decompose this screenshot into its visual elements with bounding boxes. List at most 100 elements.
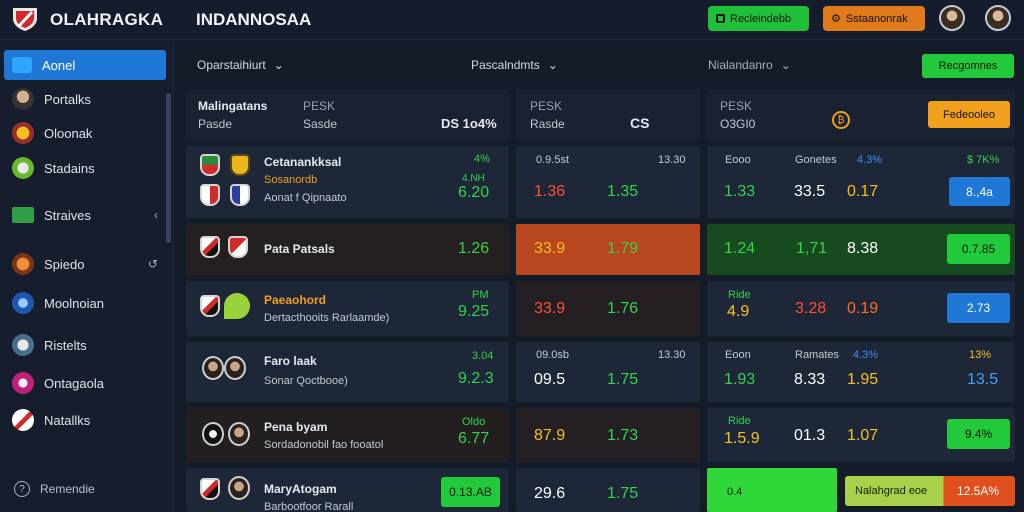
ball-icon (224, 293, 250, 319)
sidebar-item-aonel[interactable]: Aonel (4, 50, 166, 80)
odds-home[interactable]: 87.9 (534, 427, 566, 444)
odds-b[interactable]: 33.5 (794, 183, 826, 200)
refresh-icon[interactable]: ↺ (147, 257, 158, 271)
team-detail: Aonat f Qipnaato (264, 192, 347, 204)
summary-code: PESK (303, 99, 336, 113)
flag-icon (12, 57, 32, 73)
sidebar-item-ontagaola[interactable]: Ontagaola (4, 368, 166, 398)
odds-away[interactable]: 1.35 (607, 183, 639, 200)
odds-b[interactable]: 01.3 (794, 427, 826, 444)
odds-badge[interactable]: 8.,4a (949, 177, 1010, 206)
odds-home[interactable]: 09.5 (534, 371, 566, 388)
odds-a[interactable]: 1.5.9 (724, 430, 760, 447)
sidebar-item-remendie[interactable]: ? Remendie (4, 474, 166, 504)
odds-badge[interactable]: 13.5 (967, 371, 999, 388)
row-mini: 3.04 (472, 350, 494, 362)
sidebar-item-portalks[interactable]: Portalks (4, 84, 166, 114)
sidebar-item-stadains[interactable]: Stadains (4, 153, 166, 183)
odds-away[interactable]: 1.79 (607, 240, 639, 257)
column-filter-2[interactable]: Pascalndmts ⌄ (471, 58, 558, 72)
right-left-value: 0.4 (727, 486, 743, 498)
match-row-2[interactable]: Pata Patsals 1.26 (186, 224, 509, 275)
odds-away[interactable]: 1.75 (607, 485, 639, 502)
odds-a[interactable]: 1.93 (724, 371, 756, 388)
sidebar-item-spiedo[interactable]: Spiedo ↺ (4, 249, 166, 279)
row-main-odds[interactable]: 6.77 (458, 430, 490, 447)
user-avatar[interactable] (985, 5, 1011, 31)
odds-c[interactable]: 1.95 (847, 371, 879, 388)
statistics-button-label: Sstaanonrak (845, 12, 908, 25)
match-row-1[interactable]: Cetanankksal Sosanordb Aonat f Qipnaato … (186, 146, 509, 218)
row-pct: 4% (474, 153, 490, 165)
odds-badge[interactable]: 0.7.85 (947, 234, 1010, 264)
match-right-6-live[interactable]: 0.4 (707, 468, 837, 512)
stadium-icon (12, 253, 34, 275)
match-row-6[interactable]: MaryAtogam Barbootfoor Rarall 0.13.AB (186, 468, 509, 512)
row-main-odds[interactable]: 1.26 (458, 240, 490, 257)
odds-badge[interactable]: 9.4% (947, 419, 1010, 449)
odds-away[interactable]: 1.76 (607, 300, 639, 317)
chevron-down-icon: ⌄ (273, 58, 284, 72)
odds-badge[interactable]: 0.13.AB (441, 477, 500, 507)
team-crest-icon (202, 422, 224, 446)
sidebar-item-natallks[interactable]: Natallks (4, 405, 166, 435)
sidebar-scrollbar[interactable] (166, 93, 171, 243)
odds-c[interactable]: 0.19 (847, 300, 879, 317)
recommend-button[interactable]: Recleindebb (708, 6, 809, 31)
right-head-mid: Ramates (795, 349, 840, 361)
odds-c[interactable]: 8.38 (847, 240, 879, 257)
team-crest-icon (200, 478, 220, 500)
favorite-button[interactable]: Fedeooleo (928, 101, 1010, 128)
match-row-5[interactable]: Pena byam Sordadonobil fao fooatol Oldo … (186, 408, 509, 462)
summary-b-sub: Rasde (530, 117, 565, 131)
notification-avatar[interactable] (939, 5, 965, 31)
help-icon: ? (14, 481, 30, 497)
chevron-left-icon[interactable]: ‹ (154, 208, 158, 222)
app-title: INDANNOSAA (196, 10, 312, 29)
odds-home[interactable]: 1.36 (534, 183, 566, 200)
shield-icon (12, 409, 34, 431)
odds-badge[interactable]: 2.73 (947, 293, 1010, 323)
statistics-button[interactable]: ⚙ Sstaanonrak (823, 6, 925, 31)
match-right-6-badges[interactable]: Nalahgrad eoe 12.5A% (845, 476, 1015, 506)
row-main-odds[interactable]: 9.25 (458, 303, 490, 320)
odds-b[interactable]: 1,71 (796, 240, 828, 257)
odds-home[interactable]: 33.9 (534, 300, 566, 317)
team-name: Faro laak (264, 354, 317, 368)
match-row-3[interactable]: Paeaohord Dertacthooits Rarlaamde) PM 9.… (186, 281, 509, 336)
match-row-4[interactable]: Faro laak Sonar Qoctbooe) 3.04 9.2.3 (186, 342, 509, 402)
odds-home[interactable]: 29.6 (534, 485, 566, 502)
summary-sub: Pasde (198, 117, 233, 131)
odds-a[interactable]: 1.24 (724, 240, 756, 257)
row-main-odds[interactable]: 6.20 (458, 184, 490, 201)
sidebar-item-oloonak[interactable]: Oloonak (4, 118, 166, 148)
league-icon (12, 372, 34, 394)
column-filter-1[interactable]: Oparstaihiurt ⌄ (197, 58, 284, 72)
sidebar-item-moolnoian[interactable]: Moolnoian (4, 288, 166, 318)
odds-home[interactable]: 33.9 (534, 240, 566, 257)
match-right-5: Ride 1.5.9 01.3 1.07 9.4% (707, 408, 1015, 462)
recommend-action-button[interactable]: Recgomnes (922, 54, 1014, 78)
row-main-odds[interactable]: 9.2.3 (458, 370, 494, 387)
odds-b[interactable]: 3.28 (795, 300, 827, 317)
team-detail: Barbootfoor Rarall (264, 501, 354, 512)
person-icon (12, 88, 34, 110)
badge-icon (12, 334, 34, 356)
team-name: Pata Patsals (264, 242, 335, 256)
odds-c[interactable]: 1.07 (847, 427, 879, 444)
sidebar-item-ristelts[interactable]: Ristelts (4, 330, 166, 360)
column-filter-1-label: Oparstaihiurt (197, 58, 266, 72)
right-head-left: Ride (728, 289, 751, 301)
odds-away[interactable]: 1.75 (607, 371, 639, 388)
odds-b[interactable]: 8.33 (794, 371, 826, 388)
match-mid-5: 87.9 1.73 (516, 408, 700, 462)
odds-c[interactable]: 0.17 (847, 183, 879, 200)
shield-logo-icon (13, 8, 37, 31)
column-filter-3[interactable]: Nialandanro ⌄ (708, 58, 791, 72)
odds-a[interactable]: 4.9 (727, 303, 750, 320)
odds-away[interactable]: 1.73 (607, 427, 639, 444)
sidebar-item-straives[interactable]: Straives ‹ (4, 200, 166, 230)
team-detail: Sonar Qoctbooe) (264, 375, 348, 387)
odds-a[interactable]: 1.33 (724, 183, 756, 200)
player-avatar (224, 356, 246, 380)
